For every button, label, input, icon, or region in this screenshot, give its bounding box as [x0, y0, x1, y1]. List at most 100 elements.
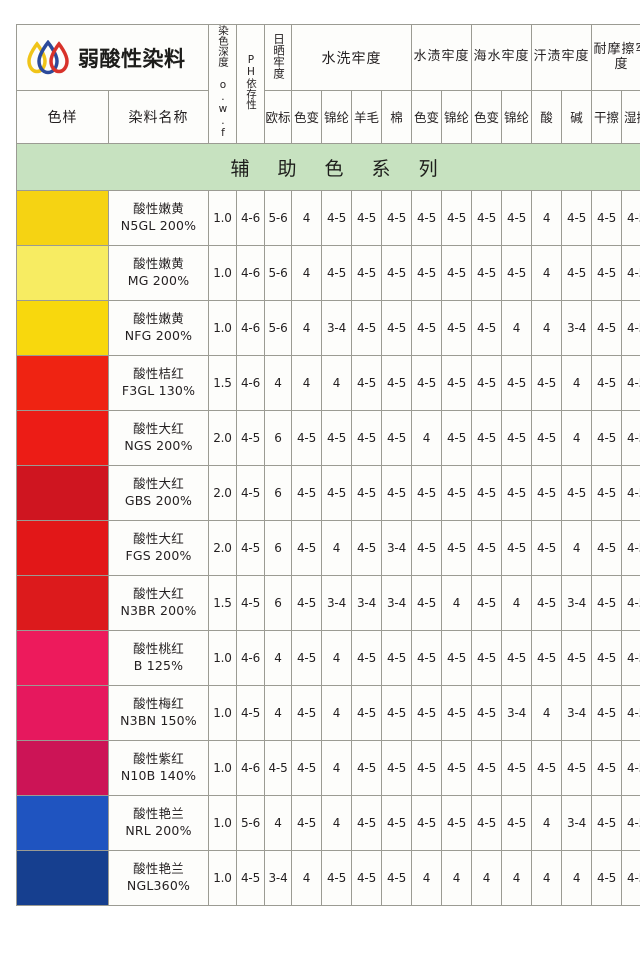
fastness-value: 3-4 [381, 575, 412, 631]
fastness-value: 4-5 [591, 575, 623, 631]
fastness-value: 4-5 [411, 685, 442, 741]
fastness-value: 4-5 [440, 795, 473, 851]
dye-name-code: N5GL 200% [120, 218, 197, 233]
fastness-value: 4-5 [291, 685, 322, 741]
fastness-value: 4 [411, 410, 442, 466]
fastness-value: 1.0 [208, 300, 237, 356]
fastness-value: 4-5 [411, 520, 442, 576]
fastness-value: 4 [440, 575, 473, 631]
dye-name-cn: 酸性大红 [133, 421, 184, 437]
color-swatch [17, 851, 108, 905]
fastness-value: 4-5 [531, 465, 563, 521]
color-swatch-cell [16, 355, 109, 411]
fastness-value: 4-5 [321, 245, 352, 301]
fastness-value: 4-5 [471, 300, 503, 356]
fastness-value: 4-6 [236, 245, 265, 301]
fastness-value: 4 [531, 245, 563, 301]
fastness-value: 4-5 [236, 410, 265, 466]
fastness-value: 4-5 [351, 795, 382, 851]
color-swatch [17, 356, 108, 410]
fastness-value: 1.0 [208, 685, 237, 741]
header-sub-wash-wool: 羊毛 [351, 90, 382, 144]
fastness-value: 4-5 [351, 685, 382, 741]
dye-name-cell: 酸性嫩黄 NFG 200% [108, 300, 209, 356]
dye-name-cell: 酸性嫩黄 N5GL 200% [108, 190, 209, 246]
dye-name-cell: 酸性紫红 N10B 140% [108, 740, 209, 796]
fastness-value: 4-5 [621, 685, 640, 741]
fastness-value: 4 [321, 520, 352, 576]
dye-name-code: NRL 200% [125, 823, 192, 838]
dye-name-code: FGS 200% [125, 548, 192, 563]
fastness-value: 4-5 [621, 740, 640, 796]
header-sub-rub-dry: 干擦 [591, 90, 623, 144]
fastness-value: 4-5 [471, 740, 503, 796]
fastness-value: 4 [471, 850, 503, 906]
fastness-value: 4-5 [591, 300, 623, 356]
table-header: 弱酸性染料 染色深度 o.w.f PH依存性 日晒牢度 水洗牢度 水渍牢度 [16, 23, 640, 144]
fastness-value: 4-5 [471, 465, 503, 521]
fastness-value: 4-5 [561, 740, 593, 796]
fastness-value: 4-5 [381, 465, 412, 521]
fastness-value: 4-5 [381, 410, 412, 466]
fastness-value: 4-5 [471, 685, 503, 741]
color-swatch [17, 191, 108, 245]
fastness-value: 4-5 [291, 575, 322, 631]
color-swatch-cell [16, 245, 109, 301]
fastness-value: 4-5 [411, 355, 442, 411]
fastness-value: 4-5 [621, 355, 640, 411]
fastness-value: 4-5 [291, 740, 322, 796]
fastness-value: 4-5 [561, 465, 593, 521]
table-row: 酸性艳兰 NRL 200% 1.0 5-6 4 4-5 4 4-5 4-5 4-5 4-5 4-5 4-… [16, 795, 640, 851]
fastness-value: 4-5 [591, 245, 623, 301]
fastness-value: 4-5 [291, 630, 322, 686]
fastness-value: 4-6 [236, 190, 265, 246]
fastness-value: 4 [501, 300, 533, 356]
fastness-value: 4-5 [621, 190, 640, 246]
fastness-value: 4-5 [236, 685, 265, 741]
fastness-value: 4-5 [531, 575, 563, 631]
dye-name-cell: 酸性艳兰 NRL 200% [108, 795, 209, 851]
dye-name-cell: 酸性艳兰 NGL360% [108, 850, 209, 906]
fastness-value: 4-5 [381, 630, 412, 686]
color-swatch [17, 466, 108, 520]
fastness-value: 4-5 [501, 795, 533, 851]
fastness-value: 4-5 [381, 740, 412, 796]
fastness-value: 4-5 [501, 740, 533, 796]
dye-name-cn: 酸性桃红 [133, 641, 184, 657]
brand-cell: 弱酸性染料 [16, 23, 209, 92]
header-group-rubbing: 耐摩擦牢度 [591, 23, 640, 92]
fastness-value: 4-5 [621, 575, 640, 631]
table-row: 酸性大红 GBS 200% 2.0 4-5 6 4-5 4-5 4-5 4-5 4-5 4-5 4-5… [16, 465, 640, 521]
fastness-value: 4-5 [440, 520, 473, 576]
fastness-value: 6 [264, 575, 292, 631]
header-dye-name: 染料名称 [108, 90, 209, 144]
fastness-value: 4-5 [381, 190, 412, 246]
fastness-value: 4-5 [531, 355, 563, 411]
table-body: 辅 助 色 系 列 酸性嫩黄 N5GL 200% 1.0 4-6 5-6 4 4-5 4-5 4… [15, 143, 640, 906]
fastness-value: 4-5 [501, 520, 533, 576]
fastness-value: 4-5 [291, 410, 322, 466]
header-sub-water-nylon: 锦纶 [440, 90, 473, 144]
fastness-value: 6 [264, 520, 292, 576]
color-swatch-cell [16, 795, 109, 851]
dye-name-cell: 酸性大红 N3BR 200% [108, 575, 209, 631]
dye-name-code: NGS 200% [124, 438, 193, 453]
table-row: 酸性大红 N3BR 200% 1.5 4-5 6 4-5 3-4 3-4 3-4 4-5 4 4-5 4… [16, 575, 640, 631]
fastness-value: 4 [561, 520, 593, 576]
fastness-value: 4-5 [321, 850, 352, 906]
color-swatch-cell [16, 685, 109, 741]
fastness-value: 4-5 [381, 245, 412, 301]
dye-name-code: NFG 200% [124, 328, 193, 343]
fastness-value: 4 [501, 850, 533, 906]
fastness-value: 4-6 [236, 355, 265, 411]
brand-title: 弱酸性染料 [78, 46, 186, 71]
dye-name-code: B 125% [133, 658, 184, 673]
fastness-value: 4-5 [291, 520, 322, 576]
table-row: 酸性嫩黄 MG 200% 1.0 4-6 5-6 4 4-5 4-5 4-5 4-5 4-5 4-5 4… [16, 245, 640, 301]
fastness-value: 4-5 [411, 190, 442, 246]
color-swatch [17, 741, 108, 795]
fastness-value: 4 [411, 850, 442, 906]
table-row: 酸性大红 FGS 200% 2.0 4-5 6 4-5 4 4-5 3-4 4-5 4-5 4-5 4-… [16, 520, 640, 576]
color-swatch-cell [16, 410, 109, 466]
fastness-value: 4-5 [591, 190, 623, 246]
